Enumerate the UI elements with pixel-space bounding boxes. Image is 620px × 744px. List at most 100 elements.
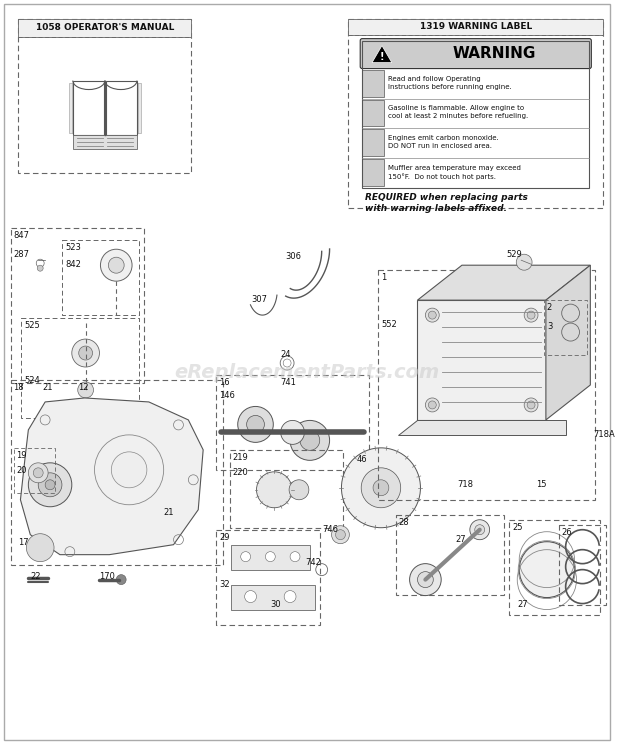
Text: 525: 525 (24, 321, 40, 330)
Circle shape (281, 420, 304, 444)
Text: cool at least 2 minutes before refueling.: cool at least 2 minutes before refueling… (388, 114, 528, 120)
Circle shape (247, 415, 264, 434)
Bar (362, 159, 384, 186)
Circle shape (29, 463, 72, 507)
Text: with warning labels affixed.: with warning labels affixed. (365, 205, 507, 214)
Text: Engines emit carbon monoxide.: Engines emit carbon monoxide. (388, 135, 498, 141)
Text: 170: 170 (99, 571, 115, 580)
Text: 17: 17 (19, 538, 29, 547)
Bar (19, 19, 192, 36)
Text: Read and follow Operating: Read and follow Operating (388, 76, 480, 82)
Circle shape (117, 574, 126, 585)
Circle shape (470, 520, 490, 539)
Text: 718: 718 (457, 480, 473, 489)
Text: 307: 307 (252, 295, 268, 304)
Polygon shape (417, 265, 590, 300)
Text: 3: 3 (547, 322, 552, 331)
Polygon shape (72, 83, 103, 133)
Polygon shape (417, 300, 546, 420)
Text: 306: 306 (285, 252, 301, 261)
Circle shape (45, 480, 55, 490)
Circle shape (290, 551, 300, 562)
Text: 1319 WARNING LABEL: 1319 WARNING LABEL (420, 22, 532, 31)
Text: eReplacementParts.com: eReplacementParts.com (174, 362, 440, 382)
Circle shape (410, 564, 441, 596)
Circle shape (335, 530, 345, 539)
Circle shape (524, 308, 538, 322)
Polygon shape (69, 83, 103, 133)
Text: 46: 46 (356, 455, 367, 464)
Circle shape (428, 311, 436, 319)
Circle shape (300, 430, 320, 450)
Bar (362, 70, 384, 97)
Text: 1058 OPERATOR'S MANUAL: 1058 OPERATOR'S MANUAL (36, 23, 174, 32)
Circle shape (245, 591, 257, 603)
Bar (348, 19, 603, 35)
Text: 32: 32 (219, 580, 229, 589)
Circle shape (265, 551, 275, 562)
Circle shape (79, 346, 92, 360)
Text: DO NOT run in enclosed area.: DO NOT run in enclosed area. (388, 144, 492, 150)
Circle shape (361, 468, 401, 507)
Circle shape (428, 401, 436, 409)
Text: 718A: 718A (593, 430, 615, 439)
Text: 146: 146 (219, 391, 235, 400)
Text: Muffler area temperature may exceed: Muffler area temperature may exceed (388, 165, 521, 171)
Circle shape (527, 311, 535, 319)
Text: 21: 21 (42, 383, 53, 392)
Text: REQUIRED when replacing parts: REQUIRED when replacing parts (365, 193, 528, 202)
Circle shape (425, 308, 439, 322)
Circle shape (78, 382, 94, 398)
Circle shape (417, 571, 433, 588)
Bar (362, 41, 590, 188)
Text: 150°F.  Do not touch hot parts.: 150°F. Do not touch hot parts. (388, 173, 496, 180)
Text: 742: 742 (305, 558, 321, 567)
Circle shape (29, 463, 48, 483)
Circle shape (112, 452, 147, 488)
Circle shape (257, 472, 292, 507)
Circle shape (33, 468, 43, 478)
Polygon shape (107, 83, 141, 133)
Circle shape (72, 339, 99, 367)
Text: 847: 847 (14, 231, 30, 240)
Text: 1: 1 (381, 273, 386, 282)
Text: 18: 18 (14, 383, 24, 392)
Circle shape (342, 448, 420, 527)
Polygon shape (231, 545, 310, 570)
Text: 25: 25 (512, 523, 523, 532)
Circle shape (425, 398, 439, 412)
Text: 746: 746 (322, 525, 339, 533)
Text: 842: 842 (65, 260, 81, 269)
Circle shape (373, 480, 389, 496)
Circle shape (516, 254, 532, 270)
Text: 552: 552 (381, 320, 397, 329)
Text: 524: 524 (24, 376, 40, 385)
Text: 12: 12 (78, 383, 88, 392)
Text: 29: 29 (219, 533, 229, 542)
Polygon shape (106, 80, 137, 135)
Circle shape (237, 406, 273, 443)
Bar (73, 135, 137, 150)
Text: 24: 24 (280, 350, 291, 359)
Circle shape (38, 472, 62, 497)
Circle shape (27, 533, 54, 562)
Circle shape (241, 551, 250, 562)
Polygon shape (73, 80, 104, 135)
Circle shape (332, 526, 349, 544)
Circle shape (519, 542, 575, 597)
Polygon shape (20, 398, 203, 555)
Text: 15: 15 (536, 480, 546, 489)
Text: 220: 220 (232, 468, 249, 477)
Text: 26: 26 (562, 527, 572, 536)
Polygon shape (398, 420, 565, 435)
Text: 2: 2 (547, 303, 552, 312)
Circle shape (289, 480, 309, 500)
Text: 19: 19 (17, 451, 27, 460)
Text: 16: 16 (219, 378, 229, 387)
Circle shape (108, 257, 124, 273)
Circle shape (290, 420, 330, 461)
Text: WARNING: WARNING (452, 46, 536, 61)
Circle shape (100, 249, 132, 281)
Circle shape (527, 401, 535, 409)
Text: 529: 529 (507, 250, 522, 259)
